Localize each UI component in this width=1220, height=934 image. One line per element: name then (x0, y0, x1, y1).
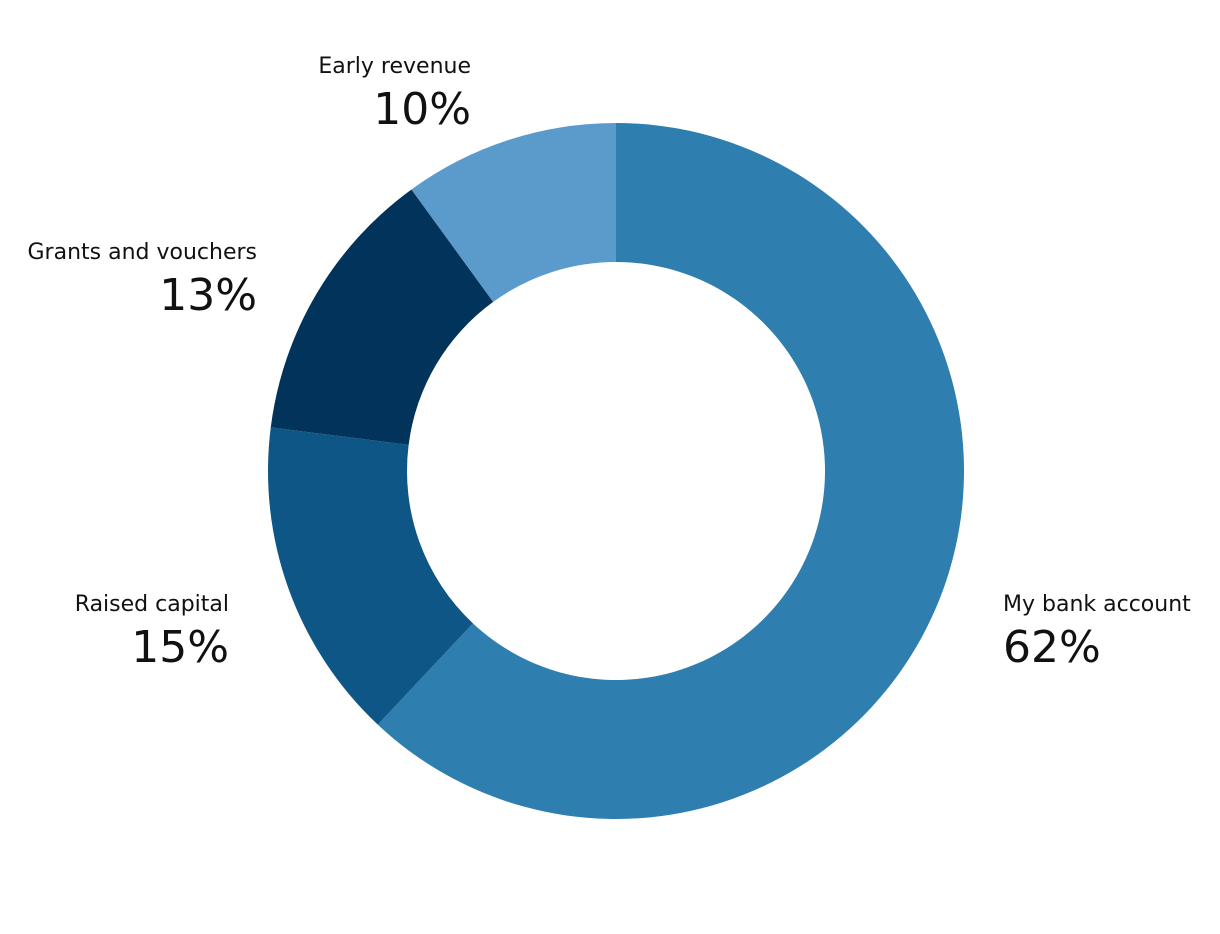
slice-label: Early revenue (318, 54, 471, 79)
donut-labels: My bank account 62% Raised capital 15% Grant… (28, 54, 1192, 673)
slice-early-revenue (411, 123, 616, 302)
slice-label: Grants and vouchers (28, 240, 258, 265)
donut-slices (267, 123, 965, 819)
slice-percentage: 13% (159, 270, 257, 321)
slice-label: My bank account (1003, 592, 1191, 617)
slice-percentage: 62% (1003, 622, 1101, 673)
slice-percentage: 15% (131, 622, 229, 673)
slice-raised-capital (267, 427, 473, 725)
slice-label: Raised capital (75, 592, 229, 617)
slice-grants-and-vouchers (270, 189, 494, 445)
slice-percentage: 10% (373, 84, 471, 135)
slice-my-bank-account (377, 123, 965, 819)
